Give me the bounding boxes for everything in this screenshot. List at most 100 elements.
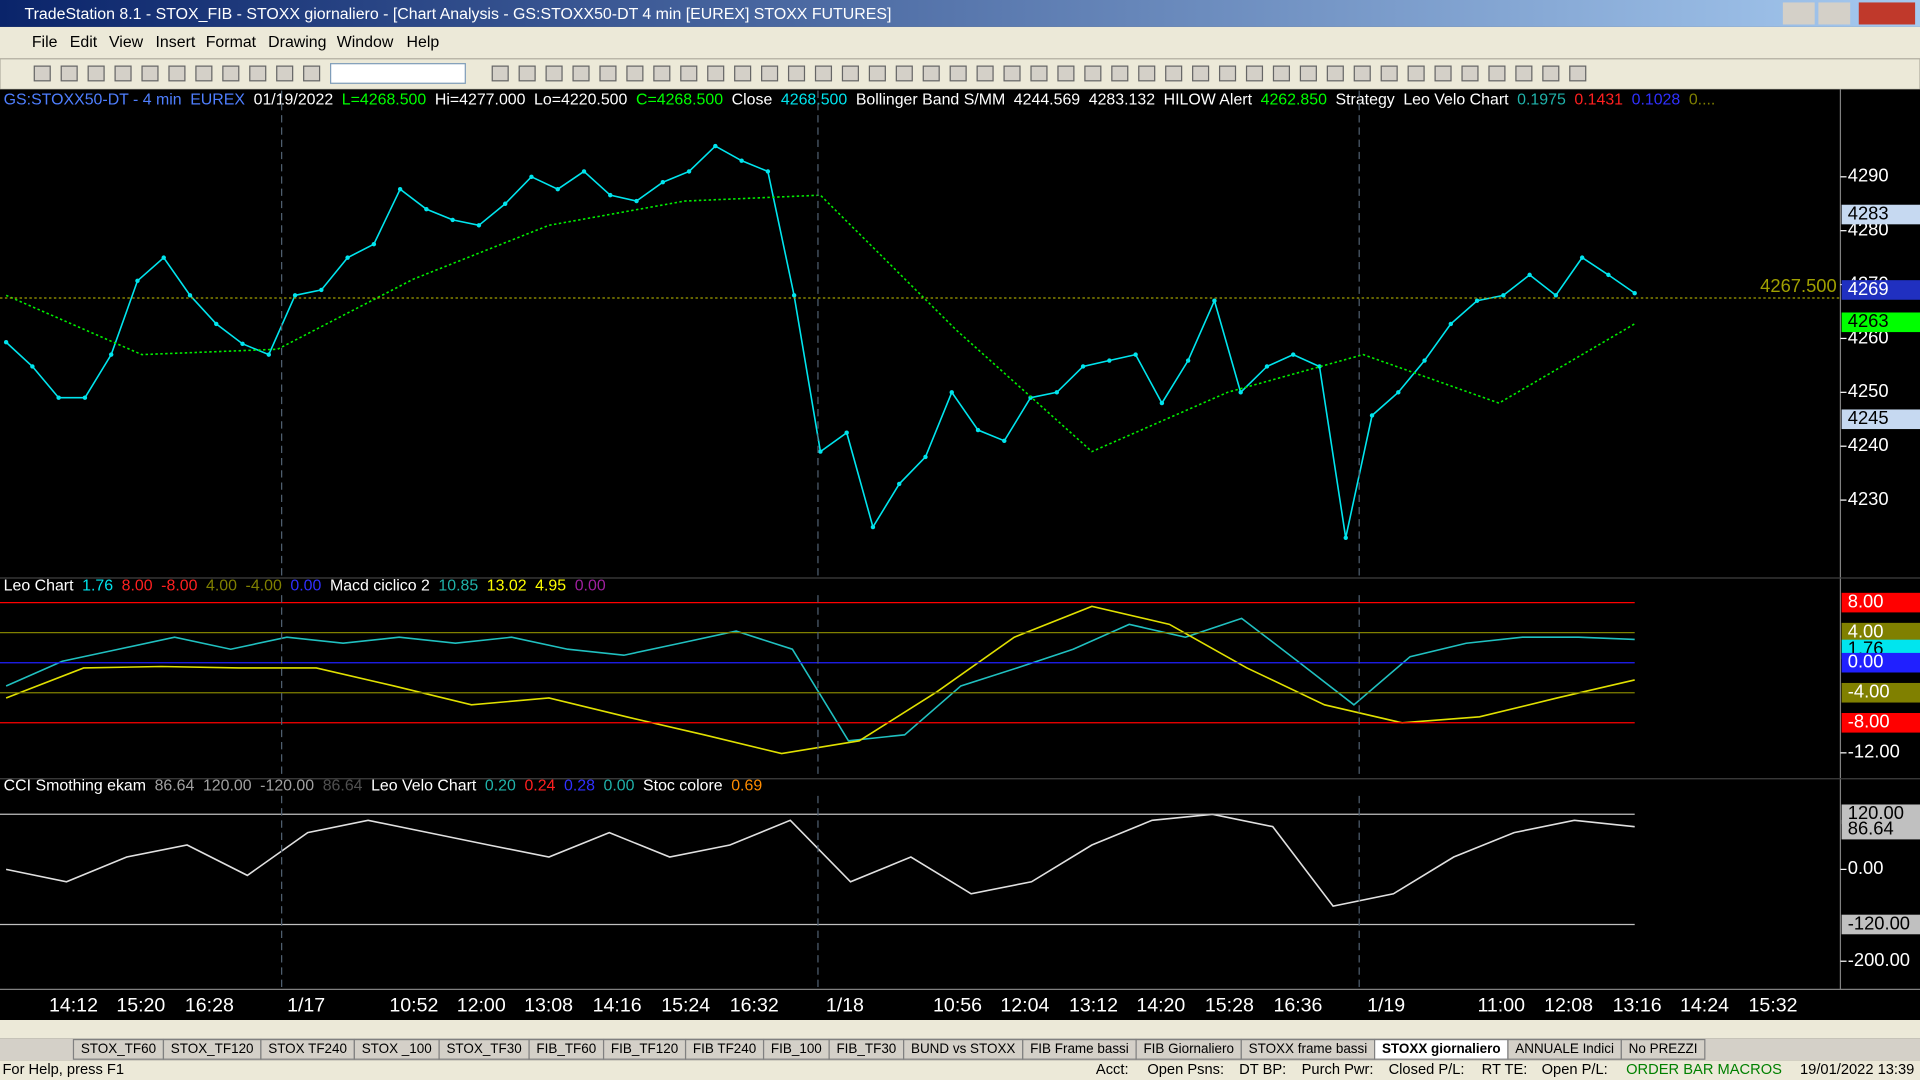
tab-label[interactable]: BUND vs STOXX (911, 1041, 1015, 1056)
tool-icon[interactable] (787, 65, 806, 82)
tab-label[interactable]: STOX TF240 (268, 1041, 347, 1056)
tool-icon[interactable] (976, 65, 994, 82)
tool-icon[interactable] (1272, 65, 1291, 82)
tool-icon[interactable] (491, 65, 509, 82)
tool-icon[interactable] (572, 65, 590, 82)
tool-icon[interactable] (1461, 65, 1479, 82)
tool-icon[interactable] (60, 65, 78, 82)
tool-icon[interactable] (1434, 65, 1452, 82)
tool-icon[interactable] (626, 65, 644, 82)
tab-label[interactable]: FIB Frame bassi (1030, 1041, 1129, 1056)
tool-icon[interactable] (114, 65, 132, 82)
tool-icon[interactable] (33, 65, 51, 82)
tool-icon[interactable] (680, 65, 698, 82)
tab-label[interactable]: STOXX frame bassi (1249, 1041, 1368, 1056)
tool-icon[interactable] (1245, 65, 1264, 82)
tool-icon[interactable] (599, 65, 617, 82)
tool-icon[interactable] (1299, 65, 1317, 82)
tool-icon[interactable] (707, 65, 725, 82)
tool-icon[interactable] (1165, 65, 1183, 82)
tab-label[interactable]: STOX_TF30 (446, 1041, 521, 1056)
tab-label[interactable]: FIB Giornaliero (1143, 1041, 1233, 1056)
tool-icon[interactable] (1030, 65, 1048, 82)
tab-background[interactable] (1620, 1038, 1706, 1060)
menu-item[interactable]: File (32, 34, 58, 51)
sheet-tab[interactable]: STOXX frame bassi (1240, 1038, 1376, 1060)
menu-item[interactable]: Format (206, 34, 257, 51)
sheet-tab[interactable]: FIB TF240 (684, 1038, 765, 1060)
sheet-tab[interactable]: FIB Giornaliero (1135, 1038, 1242, 1060)
sheet-tab[interactable]: ANNUALE Indici (1507, 1038, 1622, 1060)
tab-label[interactable]: STOX_TF60 (81, 1041, 156, 1056)
tool-icon[interactable] (1353, 65, 1371, 82)
tool-icon[interactable] (841, 65, 859, 82)
tool-icon[interactable] (1380, 65, 1398, 82)
tool-icon[interactable] (653, 65, 671, 82)
tool-icon[interactable] (1218, 65, 1237, 82)
scrollbar[interactable] (0, 1020, 1920, 1039)
close-button[interactable] (1858, 2, 1916, 25)
sheet-tab[interactable]: BUND vs STOXX (903, 1038, 1024, 1060)
sheet-tab[interactable]: FIB_100 (762, 1038, 830, 1060)
tool-icon[interactable] (1515, 65, 1533, 82)
menu-item[interactable]: Help (407, 34, 440, 51)
maximize-button[interactable] (1818, 2, 1851, 25)
tool-icon[interactable] (734, 65, 752, 82)
tool-icon[interactable] (303, 65, 321, 82)
sheet-tab[interactable]: STOXX giornaliero (1374, 1038, 1509, 1060)
tool-icon[interactable] (222, 65, 240, 82)
tab-label[interactable]: FIB TF240 (693, 1041, 756, 1056)
tool-icon[interactable] (1542, 65, 1560, 82)
menu-item[interactable]: View (109, 34, 144, 51)
menu-item[interactable]: Edit (70, 34, 98, 51)
tool-icon[interactable] (518, 65, 536, 82)
menu-item[interactable]: Drawing (268, 34, 326, 51)
tool-icon[interactable] (1084, 65, 1102, 82)
tab-label[interactable]: ANNUALE Indici (1515, 1041, 1614, 1056)
sheet-tab[interactable]: FIB Frame bassi (1022, 1038, 1137, 1060)
symbol-combo[interactable] (330, 63, 466, 84)
tool-icon[interactable] (1057, 65, 1075, 82)
tool-icon[interactable] (868, 65, 886, 82)
tab-label[interactable]: STOXX giornaliero (1382, 1041, 1501, 1056)
tool-icon[interactable] (761, 65, 779, 82)
sheet-tab[interactable]: FIB_TF30 (828, 1038, 905, 1060)
menu-item[interactable]: Insert (156, 34, 196, 51)
tool-icon[interactable] (895, 65, 913, 82)
tool-icon[interactable] (1569, 65, 1587, 82)
sheet-tab[interactable]: STOX TF240 (260, 1038, 355, 1060)
tab-label[interactable]: FIB_100 (771, 1041, 822, 1056)
tool-icon[interactable] (922, 65, 940, 82)
menu-item[interactable]: Window (337, 34, 394, 51)
sheet-tab[interactable]: STOX _100 (353, 1038, 440, 1060)
tab-label[interactable]: FIB_TF60 (536, 1041, 596, 1056)
tool-icon[interactable] (87, 65, 105, 82)
tool-icon[interactable] (1488, 65, 1506, 82)
tool-icon[interactable] (249, 65, 267, 82)
tool-icon[interactable] (814, 65, 833, 82)
tab-label[interactable]: FIB_TF120 (611, 1041, 678, 1056)
tool-icon[interactable] (949, 65, 967, 82)
tool-icon[interactable] (1003, 65, 1021, 82)
tool-icon[interactable] (1407, 65, 1425, 82)
sheet-tab[interactable]: STOX_TF60 (72, 1038, 165, 1060)
tool-icon[interactable] (168, 65, 186, 82)
tool-icon[interactable] (195, 65, 213, 82)
tab-label[interactable]: FIB_TF30 (836, 1041, 896, 1056)
tab-label[interactable]: No PREZZI (1629, 1041, 1698, 1056)
sheet-tab[interactable]: FIB_TF60 (528, 1038, 605, 1060)
tool-icon[interactable] (141, 65, 159, 82)
tool-icon[interactable] (545, 65, 563, 82)
tool-icon[interactable] (1138, 65, 1156, 82)
tool-icon[interactable] (1111, 65, 1129, 82)
tab-label[interactable]: STOX _100 (362, 1041, 432, 1056)
sheet-tab[interactable]: No PREZZI (1620, 1038, 1706, 1060)
sheet-tab[interactable]: FIB_TF120 (602, 1038, 687, 1060)
tool-icon[interactable] (276, 65, 294, 82)
tool-icon[interactable] (1192, 65, 1210, 82)
minimize-button[interactable] (1782, 2, 1815, 25)
tab-label[interactable]: STOX_TF120 (171, 1041, 254, 1056)
tool-icon[interactable] (1326, 65, 1344, 82)
sheet-tab[interactable]: STOX_TF30 (438, 1038, 530, 1060)
sheet-tab[interactable]: STOX_TF120 (162, 1038, 262, 1060)
